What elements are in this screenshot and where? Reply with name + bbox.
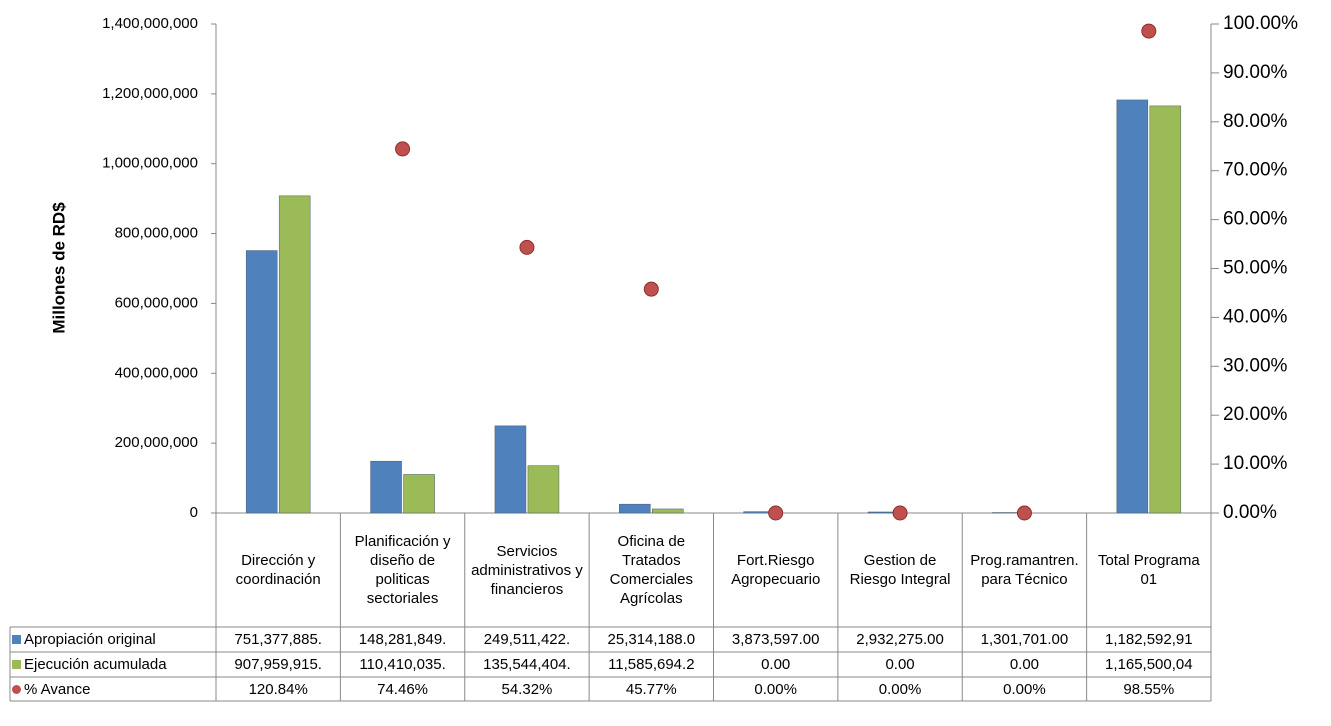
point xyxy=(768,505,784,521)
table-value: 74.46% xyxy=(377,680,428,698)
point xyxy=(643,281,659,297)
category-label: Gestion de Riesgo Integral xyxy=(849,552,951,588)
table-value: 0.00 xyxy=(1009,656,1040,673)
category-label: Dirección y coordinación xyxy=(235,552,321,588)
bar xyxy=(527,465,560,514)
y2-tick-label: 40.00% xyxy=(1223,306,1288,327)
y2-tick-label: 10.00% xyxy=(1223,453,1288,474)
category-label: Fort.Riesgo Agropecuario xyxy=(731,552,821,588)
table-value: 0.00 xyxy=(761,656,791,673)
table-value: 45.77% xyxy=(625,680,677,698)
y2-tick-label: 60.00% xyxy=(1223,209,1288,230)
category-label: Total Programa 01 xyxy=(1097,552,1200,588)
table-value: 249,511,422. xyxy=(483,631,571,648)
point xyxy=(1016,505,1032,521)
y-tick-label: 200,000,000 xyxy=(115,434,198,451)
table-value: 148,281,849. xyxy=(358,631,447,648)
y2-tick-label: 20.00% xyxy=(1223,404,1288,425)
bar xyxy=(370,460,402,514)
y-tick-label: 1,000,000,000 xyxy=(102,155,198,172)
table-value: 110,410,035. xyxy=(359,656,446,673)
table-value: 25,314,188.0 xyxy=(607,631,696,648)
table-value: 54.32% xyxy=(501,680,553,698)
bar xyxy=(619,503,651,514)
category-label: Oficina de Tratados Comerciales Agrícola… xyxy=(609,533,693,607)
y2-tick-label: 50.00% xyxy=(1223,258,1288,279)
category-label: Prog.ramantren.para Técnico xyxy=(970,552,1079,588)
category-label: Servicios administrativos y financieros xyxy=(471,542,583,598)
y2-tick-label: 100.00% xyxy=(1223,13,1298,34)
series-name: Apropiación original xyxy=(10,627,216,652)
bar xyxy=(652,508,684,514)
legend-label: Ejecución acumulada xyxy=(24,656,167,673)
point xyxy=(1141,23,1157,39)
y2-tick-label: 0.00% xyxy=(1223,502,1277,523)
y-tick-label: 1,400,000,000 xyxy=(102,15,198,32)
y-tick-label: 0 xyxy=(190,504,198,521)
legend-label: Apropiación original xyxy=(24,631,156,648)
table-value: 2,932,275.00 xyxy=(856,631,944,648)
bar xyxy=(245,250,278,514)
legend-key xyxy=(12,635,21,644)
table-value: 98.55% xyxy=(1123,680,1175,698)
table-value: 0.00% xyxy=(878,680,922,698)
point xyxy=(519,239,535,255)
y-tick-label: 1,200,000,000 xyxy=(102,85,198,102)
category-label: Planificación y diseño de politicas sect… xyxy=(354,533,451,607)
table-value: 135,544,404. xyxy=(483,656,571,673)
y-tick-label: 800,000,000 xyxy=(115,225,198,242)
legend-key xyxy=(12,660,21,669)
table-value: 1,165,500,04 xyxy=(1105,656,1193,673)
y-tick-label: 400,000,000 xyxy=(115,364,198,381)
series-name: % Avance xyxy=(10,677,216,701)
table-value: 120.84% xyxy=(248,680,308,698)
table-value: 1,182,592,91 xyxy=(1105,631,1193,648)
point xyxy=(395,141,411,157)
bar xyxy=(494,425,527,514)
y-tick-label: 600,000,000 xyxy=(115,294,198,311)
table-value: 1,301,701.00 xyxy=(980,631,1069,648)
table-value: 3,873,597.00 xyxy=(731,631,820,648)
y2-tick-label: 80.00% xyxy=(1223,111,1288,132)
table-value: 11,585,694.2 xyxy=(608,656,695,673)
table-value: 0.00% xyxy=(754,680,797,698)
table-value: 907,959,915. xyxy=(234,656,322,673)
y2-tick-label: 30.00% xyxy=(1223,355,1288,376)
y2-tick-label: 70.00% xyxy=(1223,160,1288,181)
y-axis-title: Millones de RD$ xyxy=(49,202,68,334)
legend-key xyxy=(12,684,21,694)
table-value: 0.00 xyxy=(885,656,915,673)
table-value: 0.00% xyxy=(1003,680,1046,698)
bar xyxy=(1116,99,1149,514)
bar xyxy=(403,474,435,514)
series-name: Ejecución acumulada xyxy=(10,652,216,677)
point xyxy=(892,505,908,521)
legend-label: % Avance xyxy=(24,680,91,698)
bar xyxy=(1149,105,1182,514)
bar xyxy=(278,195,311,514)
table-value: 751,377,885. xyxy=(234,631,322,648)
y2-tick-label: 90.00% xyxy=(1223,62,1288,83)
